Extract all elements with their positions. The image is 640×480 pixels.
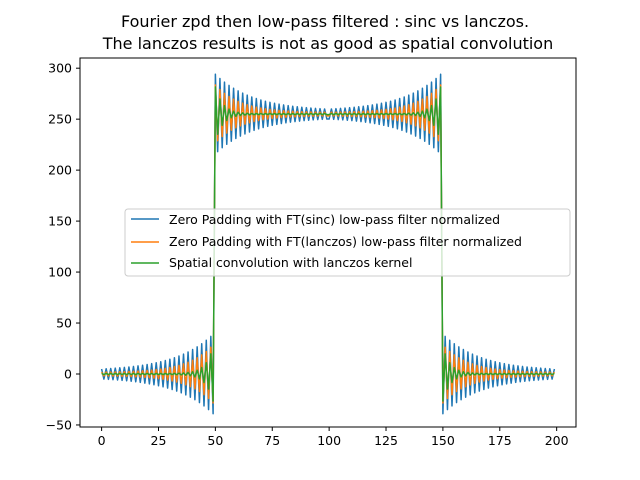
- x-tick-label: 125: [374, 433, 398, 448]
- legend-label-spatial: Spatial convolution with lanczos kernel: [169, 255, 412, 270]
- series-line-2: [100, 84, 556, 404]
- x-tick-label: 100: [317, 433, 341, 448]
- legend-box: [124, 208, 571, 277]
- legend-label-lanczos-ft: Zero Padding with FT(lanczos) low-pass f…: [169, 234, 522, 249]
- y-tick-label: 50: [56, 316, 72, 331]
- y-tick-label: 200: [48, 163, 72, 178]
- x-tick-label: 200: [545, 433, 569, 448]
- x-tick-label: 75: [264, 433, 280, 448]
- chart-title-line-1: Fourier zpd then low-pass filtered : sin…: [121, 12, 529, 31]
- x-tick-label: 175: [488, 433, 512, 448]
- chart-title-line-2: The lanczos results is not as good as sp…: [102, 34, 553, 53]
- y-tick-label: 0: [64, 366, 72, 381]
- x-tick-label: 50: [207, 433, 223, 448]
- y-tick-label: 150: [48, 214, 72, 229]
- series-line-1: [100, 73, 556, 415]
- x-axis: 0 25 50 75 100 125 150 175 200: [98, 427, 569, 448]
- y-tick-label: 250: [48, 112, 72, 127]
- x-tick-label: 0: [98, 433, 106, 448]
- legend-label-sinc: Zero Padding with FT(sinc) low-pass filt…: [169, 212, 500, 227]
- plot-area: [79, 57, 577, 428]
- y-axis: −50 0 50 100 150 200 250 300: [46, 61, 80, 432]
- series-line-3: [101, 86, 555, 402]
- y-tick-label: 100: [48, 265, 72, 280]
- series-layer: [100, 73, 556, 415]
- y-tick-label: −50: [46, 417, 72, 432]
- x-tick-label: 150: [431, 433, 455, 448]
- axes-frame: [79, 57, 577, 428]
- y-tick-label: 300: [48, 61, 72, 76]
- legend: Zero Padding with FT(sinc) low-pass filt…: [124, 208, 571, 277]
- x-tick-label: 25: [151, 433, 167, 448]
